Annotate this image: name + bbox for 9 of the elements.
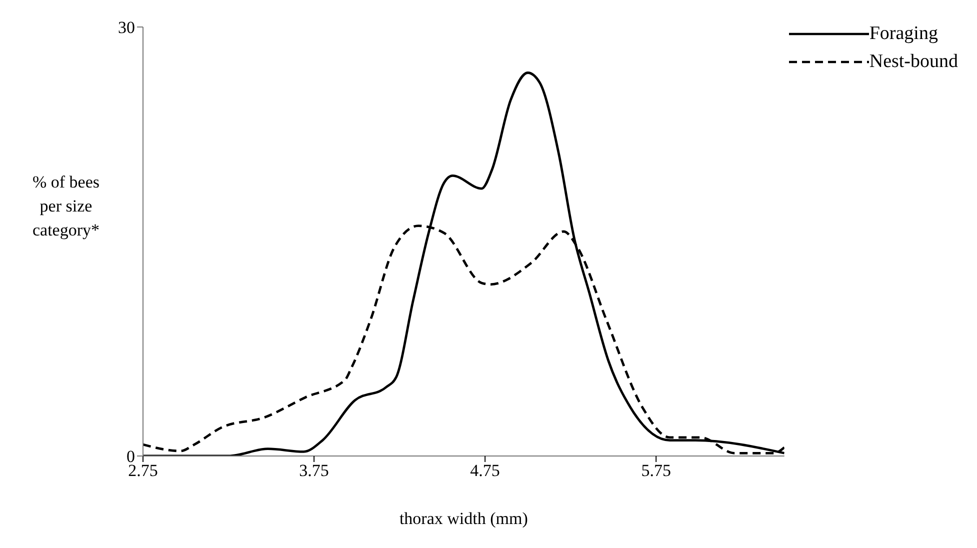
x-tick-label: 3.75 <box>299 461 329 480</box>
y-axis-title: % of bees per size category* <box>32 172 100 240</box>
legend-label: Foraging <box>869 23 938 45</box>
x-tick-label: 5.75 <box>641 461 671 480</box>
y-tick-label: 30 <box>118 18 135 38</box>
x-tick-label: 4.75 <box>470 461 500 480</box>
legend-label: Nest-bound <box>869 51 958 73</box>
x-tick-label: 2.75 <box>128 461 158 480</box>
x-axis-title: thorax width (mm) <box>399 509 528 528</box>
